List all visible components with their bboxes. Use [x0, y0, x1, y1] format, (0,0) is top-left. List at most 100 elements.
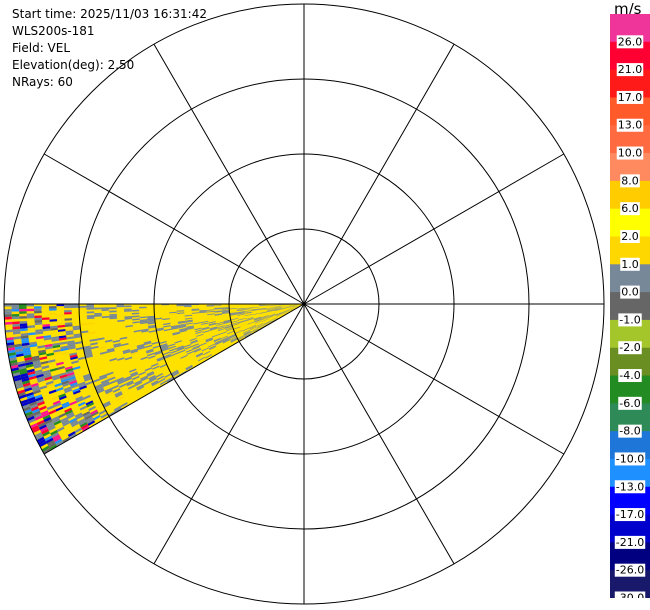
velocity-gate — [99, 351, 108, 355]
velocity-gate — [139, 320, 148, 323]
velocity-gate — [162, 351, 171, 356]
velocity-gate — [169, 311, 177, 314]
velocity-gate — [138, 371, 146, 376]
velocity-gate — [128, 368, 137, 373]
velocity-gate — [52, 376, 61, 381]
velocity-gate — [274, 304, 282, 306]
velocity-gate — [185, 319, 193, 322]
velocity-gate — [33, 364, 42, 369]
velocity-gate — [147, 372, 155, 377]
velocity-gate — [27, 418, 36, 424]
velocity-gate — [159, 340, 167, 345]
velocity-gate — [64, 425, 73, 431]
velocity-gate — [209, 327, 218, 331]
velocity-gate — [158, 377, 166, 383]
velocity-gate — [32, 387, 41, 393]
velocity-gate — [39, 407, 48, 414]
velocity-gate — [64, 322, 73, 325]
velocity-gate — [249, 326, 257, 331]
velocity-gate — [220, 335, 229, 340]
velocity-gate — [206, 304, 215, 306]
velocity-gate — [62, 382, 70, 388]
velocity-gate — [100, 379, 109, 384]
velocity-gate — [99, 375, 108, 381]
velocity-gate — [34, 315, 42, 319]
velocity-gate — [224, 325, 233, 329]
velocity-gate — [17, 363, 26, 368]
velocity-gate — [4, 314, 12, 318]
velocity-gate — [31, 355, 40, 360]
velocity-gate — [282, 307, 290, 310]
velocity-gate — [25, 392, 34, 397]
velocity-gate — [179, 352, 187, 357]
velocity-gate — [120, 402, 128, 408]
velocity-gate — [159, 343, 168, 347]
velocity-gate — [4, 304, 12, 307]
velocity-gate — [289, 305, 297, 307]
velocity-gate — [10, 364, 19, 369]
colorbar-tick-label: 2.0 — [621, 230, 639, 243]
velocity-gate — [16, 387, 25, 392]
velocity-gate — [166, 376, 174, 382]
colorbar-tick-bg — [618, 369, 642, 383]
velocity-gate — [12, 328, 21, 333]
velocity-gate — [104, 387, 113, 393]
velocity-gate — [244, 312, 253, 315]
velocity-gate — [65, 332, 74, 336]
velocity-gate — [12, 321, 20, 325]
velocity-gate — [84, 351, 93, 355]
velocity-gate — [228, 334, 236, 339]
azimuth-line — [303, 303, 565, 455]
velocity-gate — [229, 304, 237, 306]
velocity-gate — [276, 312, 284, 317]
velocity-gate — [283, 309, 291, 313]
velocity-gate — [64, 407, 72, 413]
velocity-gate — [11, 304, 20, 307]
velocity-gate — [58, 393, 66, 399]
velocity-gate — [217, 325, 225, 329]
colorbar-tick-bg — [614, 508, 646, 522]
velocity-gate — [26, 308, 35, 312]
velocity-gate — [64, 388, 73, 394]
velocity-gate — [52, 378, 61, 383]
velocity-gate — [209, 326, 218, 330]
velocity-gate — [238, 320, 247, 323]
velocity-gate — [33, 429, 42, 436]
velocity-gate — [157, 332, 165, 336]
velocity-gate — [283, 310, 291, 314]
velocity-gate — [11, 367, 19, 372]
velocity-gate — [41, 445, 50, 452]
velocity-gate — [130, 372, 139, 378]
velocity-gate — [268, 314, 276, 318]
velocity-gate — [27, 396, 36, 402]
velocity-gate — [113, 342, 121, 347]
velocity-gate — [222, 339, 230, 344]
velocity-gate — [64, 324, 73, 328]
velocity-gate — [243, 329, 251, 334]
velocity-gate — [256, 323, 264, 327]
velocity-gate — [206, 311, 215, 314]
velocity-gate — [36, 335, 44, 340]
velocity-gate — [107, 349, 115, 353]
velocity-gate — [130, 350, 139, 354]
velocity-gate — [87, 322, 95, 325]
velocity-gate — [266, 308, 275, 310]
velocity-gate — [290, 307, 298, 311]
velocity-gate — [64, 310, 72, 313]
velocity-gate — [79, 385, 87, 391]
velocity-gate — [110, 361, 119, 365]
velocity-gate — [132, 375, 140, 381]
velocity-gate — [110, 328, 119, 332]
velocity-gate — [66, 370, 74, 375]
velocity-gate — [19, 370, 28, 375]
velocity-gate — [55, 406, 64, 412]
velocity-gate — [267, 309, 275, 312]
velocity-gate — [42, 326, 51, 330]
velocity-gate — [156, 327, 164, 331]
velocity-gate — [172, 332, 181, 336]
velocity-gate — [6, 339, 15, 344]
velocity-gate — [281, 306, 290, 309]
velocity-gate — [35, 371, 44, 376]
velocity-gate — [70, 384, 79, 389]
velocity-gate — [84, 414, 93, 421]
